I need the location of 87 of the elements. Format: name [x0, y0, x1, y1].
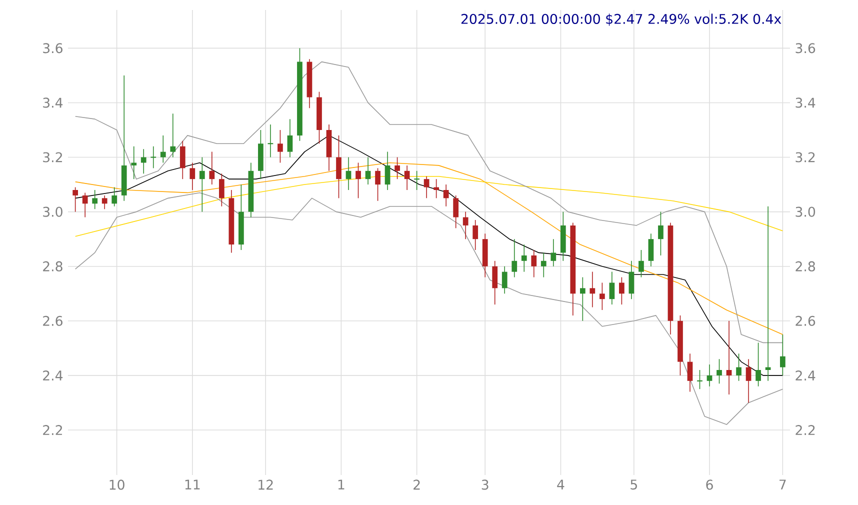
- x-tick-label: 2: [414, 480, 420, 490]
- candlestick: [209, 151, 215, 185]
- candlestick: [92, 190, 98, 210]
- candlestick: [658, 211, 664, 256]
- candlestick: [609, 271, 615, 305]
- candlestick: [472, 220, 478, 250]
- candlestick: [590, 271, 596, 308]
- candlestick: [170, 113, 176, 158]
- candlestick: [394, 156, 400, 180]
- candlestick: [199, 156, 205, 212]
- y-tick-label: 2.6: [43, 316, 62, 326]
- candlestick: [82, 192, 88, 218]
- candlestick: [736, 353, 742, 382]
- chart-title: 2025.07.01 00:00:00 $2.47 2.49% vol:5.2K 0.4x: [461, 14, 782, 26]
- line-series: [74, 162, 784, 335]
- candlestick: [443, 184, 449, 207]
- candlestick: [531, 250, 537, 278]
- candlestick: [648, 233, 654, 267]
- y-tick-label: 2.8: [43, 261, 62, 272]
- candlestick: [512, 238, 518, 278]
- line-series: [74, 61, 784, 344]
- candlestick: [462, 211, 468, 240]
- candlestick: [404, 165, 410, 190]
- y-tick-label: 3.0: [43, 206, 62, 217]
- candlestick: [726, 320, 732, 395]
- candlestick: [756, 342, 761, 387]
- candlestick: [696, 370, 703, 390]
- x-tick-label: 12: [258, 480, 273, 490]
- candlestick: [375, 168, 380, 202]
- y2-tick-label: 3.2: [796, 152, 815, 162]
- line-series: [74, 192, 784, 425]
- candlestick: [160, 135, 166, 164]
- candlestick: [150, 146, 157, 169]
- candlestick: [112, 186, 118, 207]
- y2-tick-label: 3.4: [796, 98, 816, 108]
- candlestick: [492, 260, 498, 305]
- y-tick-label: 3.4: [43, 98, 63, 108]
- x-tick-label: 3: [482, 480, 488, 490]
- y2-tick-label: 2.8: [796, 261, 816, 272]
- candlestick: [72, 186, 78, 212]
- candlestick: [180, 140, 186, 180]
- candlestick: [502, 266, 508, 294]
- candlestick: [356, 162, 361, 199]
- y-tick-label: 2.4: [43, 370, 63, 380]
- candlestick: [414, 170, 420, 190]
- candlestick: [102, 195, 108, 210]
- y2-tick-label: 2.2: [796, 425, 815, 435]
- candlestick: [619, 276, 624, 305]
- y-tick-label: 2.2: [43, 425, 62, 435]
- x-tick-label: 5: [630, 480, 637, 490]
- candlestick: [540, 252, 546, 278]
- y-tick-label: 3.6: [43, 43, 62, 54]
- candlestick: [278, 130, 283, 164]
- candlestick: [687, 353, 693, 392]
- candlestick: [424, 176, 430, 199]
- candlestick: [580, 276, 586, 322]
- x-tick-label: 1: [338, 480, 344, 490]
- y2-tick-label: 3.0: [796, 206, 816, 217]
- candlestick: [716, 358, 722, 384]
- candlestick: [628, 260, 634, 300]
- candlestick: [780, 334, 786, 376]
- candlestick: [140, 148, 146, 174]
- candlestick: [434, 178, 439, 199]
- candlestick: [131, 146, 137, 180]
- candlestick: [218, 173, 224, 207]
- candlestick: [706, 364, 712, 387]
- candlestick: [746, 358, 752, 404]
- y-tick-label: 3.2: [43, 152, 62, 162]
- x-tick-label: 10: [110, 480, 124, 490]
- candlestick: [365, 156, 371, 185]
- candlestick: [521, 244, 527, 272]
- x-tick-label: 11: [185, 480, 200, 490]
- x-tick-label: 6: [706, 480, 713, 490]
- y2-tick-label: 2.6: [796, 316, 816, 326]
- candlestick: [346, 156, 352, 190]
- candlestick: [638, 250, 644, 278]
- candlestick: [550, 238, 556, 267]
- y2-tick-label: 2.4: [796, 370, 816, 380]
- x-tick-label: 4: [557, 480, 564, 490]
- candlestick: [453, 195, 459, 229]
- candlestick: [190, 162, 196, 190]
- candlestick: [287, 118, 293, 158]
- candlestick: [336, 135, 342, 199]
- candlestick: [384, 151, 390, 190]
- candlestick: [600, 282, 605, 310]
- y2-tick-label: 3.6: [796, 43, 816, 54]
- x-tick-label: 7: [780, 480, 786, 490]
